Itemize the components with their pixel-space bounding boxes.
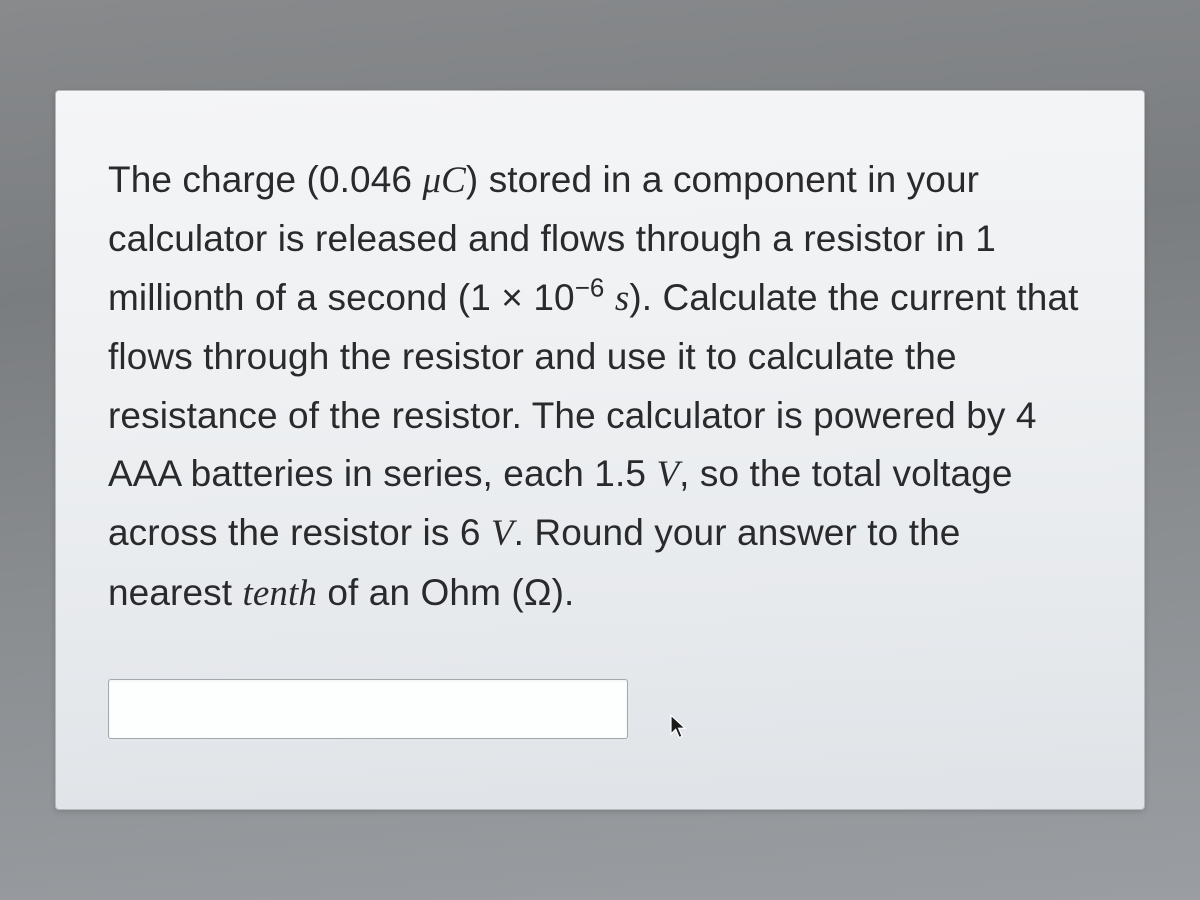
question-card: The charge (0.046 μC) stored in a compon… (55, 90, 1145, 811)
emphasis-tenth: tenth (243, 573, 317, 614)
text-segment: of an Ohm ( (317, 572, 524, 613)
unit-ohm: Ω (524, 572, 552, 613)
exponent: −6 (575, 274, 605, 302)
unit-seconds: s (615, 278, 630, 319)
unit-microcoulomb: μC (422, 160, 465, 201)
answer-input[interactable] (108, 679, 628, 739)
unit-volt: V (656, 454, 679, 495)
unit-volt: V (491, 513, 514, 554)
question-text: The charge (0.046 μC) stored in a compon… (108, 151, 1092, 624)
text-segment: The charge (0.046 (108, 159, 422, 200)
text-segment: ). (552, 572, 575, 613)
text-segment (604, 277, 614, 318)
cursor-pointer-icon (668, 713, 688, 741)
